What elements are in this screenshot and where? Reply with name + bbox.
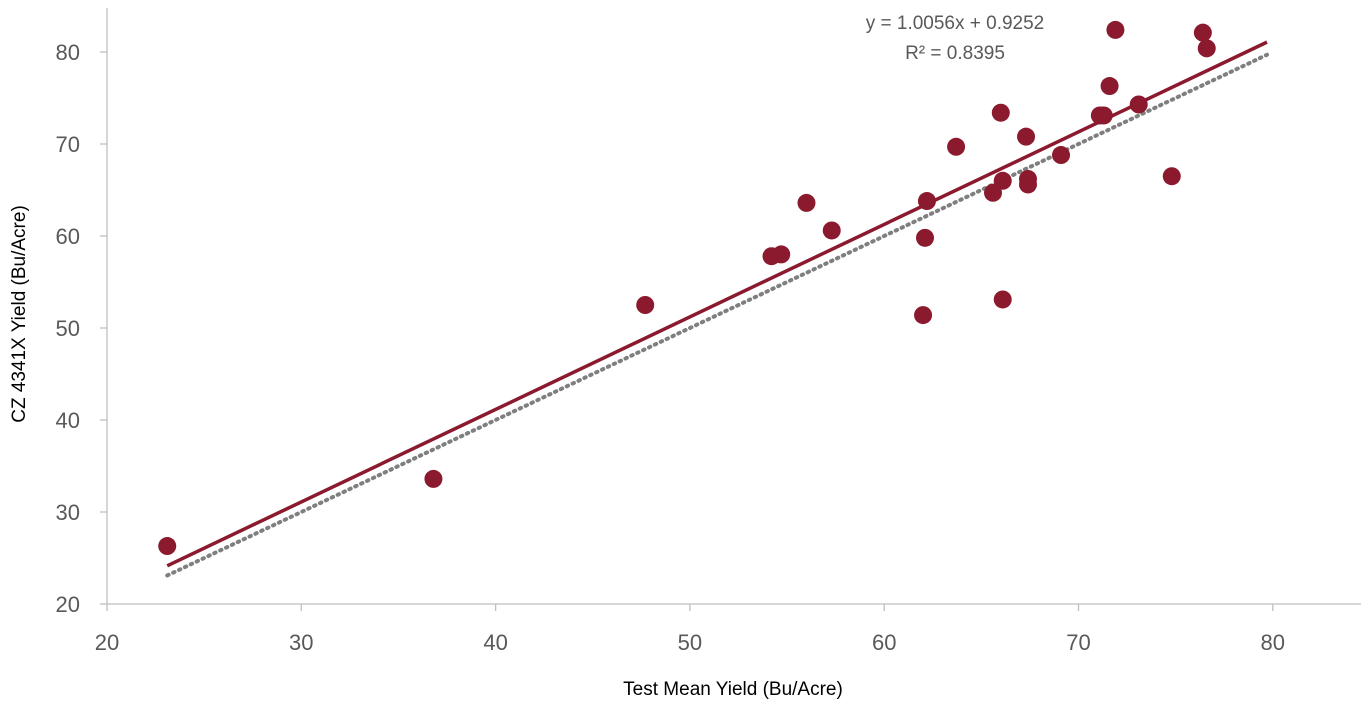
data-point-13 (993, 290, 1012, 309)
y-tick-label-60: 60 (56, 224, 80, 249)
x-tick-label-40: 40 (483, 630, 507, 655)
axes (106, 8, 1361, 605)
data-point-25 (1193, 23, 1212, 42)
data-point-14 (993, 171, 1012, 190)
data-point-5 (797, 193, 816, 212)
y-tick-label-20: 20 (56, 592, 80, 617)
data-point-2 (636, 296, 655, 314)
data-point-24 (1162, 167, 1181, 186)
x-tick-label-50: 50 (678, 630, 702, 655)
data-point-1 (424, 469, 443, 488)
y-ticks: 20 30 40 50 60 70 80 (56, 40, 107, 617)
data-point-26 (1197, 39, 1216, 58)
y-tick-label-40: 40 (56, 408, 80, 433)
data-point-9 (917, 192, 936, 211)
data-point-22 (1106, 20, 1125, 39)
x-ticks: 20 30 40 50 60 70 80 (95, 604, 1285, 655)
data-point-18 (1052, 146, 1071, 165)
data-point-12 (991, 103, 1010, 122)
data-point-15 (1017, 127, 1036, 146)
data-point-8 (916, 228, 935, 247)
data-point-0 (158, 537, 177, 556)
data-point-6 (822, 221, 841, 240)
reference-line-layer (165, 52, 1269, 578)
data-point-4 (772, 245, 791, 264)
trendline (166, 40, 1268, 568)
trendline-equation: y = 1.0056x + 0.9252 (866, 13, 1045, 34)
y-tick-label-80: 80 (56, 40, 80, 65)
trendline-layer (166, 40, 1268, 568)
data-point-23 (1129, 95, 1148, 114)
x-tick-label-60: 60 (872, 630, 896, 655)
data-point-10 (947, 137, 966, 156)
y-tick-label-50: 50 (56, 316, 80, 341)
trendline-r-squared: R² = 0.8395 (905, 43, 1005, 64)
x-tick-label-30: 30 (289, 630, 313, 655)
x-tick-label-80: 80 (1261, 630, 1285, 655)
data-points (158, 20, 1216, 556)
data-point-21 (1100, 77, 1119, 96)
y-tick-label-70: 70 (56, 132, 80, 157)
x-axis-title: Test Mean Yield (Bu/Acre) (623, 679, 843, 700)
y-tick-label-30: 30 (56, 500, 80, 525)
data-point-11 (984, 183, 1003, 202)
x-tick-label-70: 70 (1066, 630, 1090, 655)
y-axis-title: CZ 4341X Yield (Bu/Acre) (9, 205, 30, 423)
data-point-17 (1018, 169, 1037, 188)
data-point-7 (914, 306, 933, 325)
x-tick-label-20: 20 (95, 630, 119, 655)
reference-line (165, 52, 1269, 578)
data-point-20 (1094, 106, 1113, 125)
